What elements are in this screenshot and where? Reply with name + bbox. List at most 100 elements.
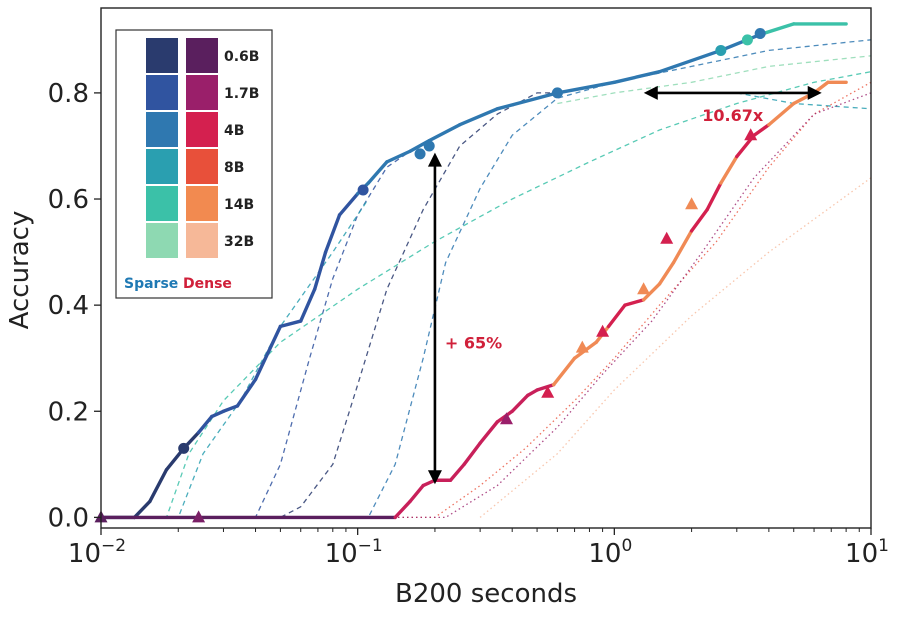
legend: 0.6B 1.7B 4B 8B 14B 32B Sparse Dense: [115, 29, 273, 299]
legend-sparse-swatch: [146, 75, 178, 110]
sparse-frontier-segment: [253, 324, 283, 382]
dense-frontier-segment: [641, 282, 662, 302]
sparse-frontier-segment: [458, 107, 500, 127]
x-axis-label: B200 seconds: [395, 579, 577, 609]
speedup-arrowhead-right: [807, 85, 822, 100]
legend-swatches: 0.6B 1.7B 4B 8B 14B 32B: [146, 38, 259, 258]
sparse-frontier-segment: [612, 69, 662, 84]
y-tick-label: 0.0: [48, 503, 89, 533]
dense-frontier-segment: [478, 420, 500, 445]
legend-sparse-swatch: [146, 186, 178, 221]
legend-dense-swatch: [186, 75, 218, 110]
dense-model-curve-11: [479, 177, 871, 518]
sparse-model-curve-6: [101, 39, 871, 519]
sparse-frontier-segment: [323, 213, 342, 254]
legend-dense-swatch: [186, 223, 218, 258]
sparse-frontier-segment: [719, 32, 762, 53]
y-axis-label: Accuracy: [5, 211, 35, 330]
sparse-frontier-segment: [312, 250, 328, 291]
sparse-frontier-segment: [337, 192, 360, 217]
y-tick-label: 0.2: [48, 397, 89, 427]
dense-frontier-segment: [606, 303, 627, 329]
dense-frontier-point: [660, 231, 674, 244]
dense-frontier-segment: [657, 260, 676, 286]
dense-frontier-segment: [767, 101, 796, 127]
sparse-frontier-point: [715, 44, 727, 56]
series-layer: [101, 22, 871, 520]
marker-layer: [94, 27, 766, 523]
y-tick-label: 0.4: [48, 291, 89, 321]
sparse-frontier-segment: [385, 149, 412, 164]
tick-layer: 10−2 10−1 100 101 0.0 0.2 0.4 0.6 0.8: [48, 79, 889, 569]
plot-frame: [100, 7, 872, 529]
dense-frontier-point: [575, 340, 589, 353]
dense-frontier-segment: [408, 483, 425, 504]
dense-frontier-segment: [535, 383, 556, 392]
sparse-frontier-segment: [657, 48, 723, 74]
dense-frontier-segment: [719, 154, 739, 185]
speedup-arrowhead-left: [643, 85, 658, 100]
legend-sparse-swatch: [146, 149, 178, 184]
y-tick-label: 0.6: [48, 185, 89, 215]
dense-frontier-point: [744, 128, 758, 141]
legend-sparse-swatch: [146, 38, 178, 73]
dense-model-curve-10: [101, 92, 871, 519]
sparse-frontier-point: [357, 184, 369, 196]
dense-frontier-segment: [752, 123, 771, 138]
dense-frontier-segment: [551, 356, 577, 387]
legend-size-label: 32B: [224, 234, 254, 250]
sparse-frontier-segment: [278, 319, 303, 329]
dense-frontier-segment: [393, 499, 412, 520]
sparse-frontier-point: [414, 148, 426, 160]
legend-size-label: 1.7B: [224, 86, 259, 102]
dense-frontier-segment: [689, 207, 709, 233]
sparse-frontier-segment: [495, 91, 560, 111]
dense-frontier-point: [637, 282, 651, 295]
annotation-layer: + 65% 10.67x: [427, 85, 822, 485]
sparse-frontier-segment: [299, 287, 317, 323]
dense-frontier-segment: [623, 298, 646, 307]
sparse-frontier-segment: [196, 414, 214, 435]
sparse-model-curve-3: [101, 150, 411, 519]
dense-frontier-segment: [421, 478, 437, 488]
legend-dense-swatch: [186, 38, 218, 73]
x-tick-label: 10−1: [325, 536, 383, 569]
accuracy-gap-arrowhead-top: [427, 152, 442, 167]
legend-size-label: 0.6B: [224, 49, 259, 65]
sparse-frontier-point: [551, 87, 563, 99]
legend-size-label: 8B: [224, 160, 244, 176]
dense-frontier-segment: [705, 181, 723, 212]
legend-sparse-swatch: [146, 223, 178, 258]
dense-frontier-point: [541, 385, 555, 398]
sparse-frontier-segment: [221, 404, 240, 413]
dense-frontier-point: [685, 197, 699, 210]
legend-size-label: 4B: [224, 123, 244, 139]
sparse-frontier-segment: [555, 80, 617, 95]
legend-sparse-label: Sparse: [124, 276, 178, 292]
legend-sparse-swatch: [146, 112, 178, 147]
legend-dense-swatch: [186, 186, 218, 221]
sparse-model-curve-7: [557, 55, 871, 105]
legend-dense-label: Dense: [183, 276, 232, 292]
dense-frontier-segment: [510, 393, 530, 413]
dense-frontier-point: [192, 510, 206, 523]
dense-frontier-segment: [448, 462, 466, 482]
accuracy-gap-arrowhead-bottom: [427, 470, 442, 485]
sparse-frontier-segment: [366, 160, 389, 185]
dense-frontier-segment: [671, 229, 694, 265]
sparse-frontier-segment: [210, 409, 226, 419]
sparse-frontier-segment: [758, 22, 796, 37]
sparse-frontier-segment: [148, 467, 169, 504]
speedup-label: 10.67x: [702, 106, 764, 125]
sparse-frontier-point: [741, 34, 753, 46]
x-tick-label: 10−2: [68, 536, 126, 569]
dense-frontier-point: [596, 324, 610, 337]
dense-frontier-segment: [526, 388, 539, 398]
legend-dense-swatch: [186, 149, 218, 184]
x-tick-label: 100: [588, 536, 632, 569]
sparse-frontier-segment: [235, 377, 258, 408]
dense-frontier-point: [500, 412, 513, 425]
legend-size-label: 14B: [224, 197, 254, 213]
y-tick-label: 0.8: [48, 79, 89, 109]
sparse-frontier-point: [754, 27, 766, 39]
